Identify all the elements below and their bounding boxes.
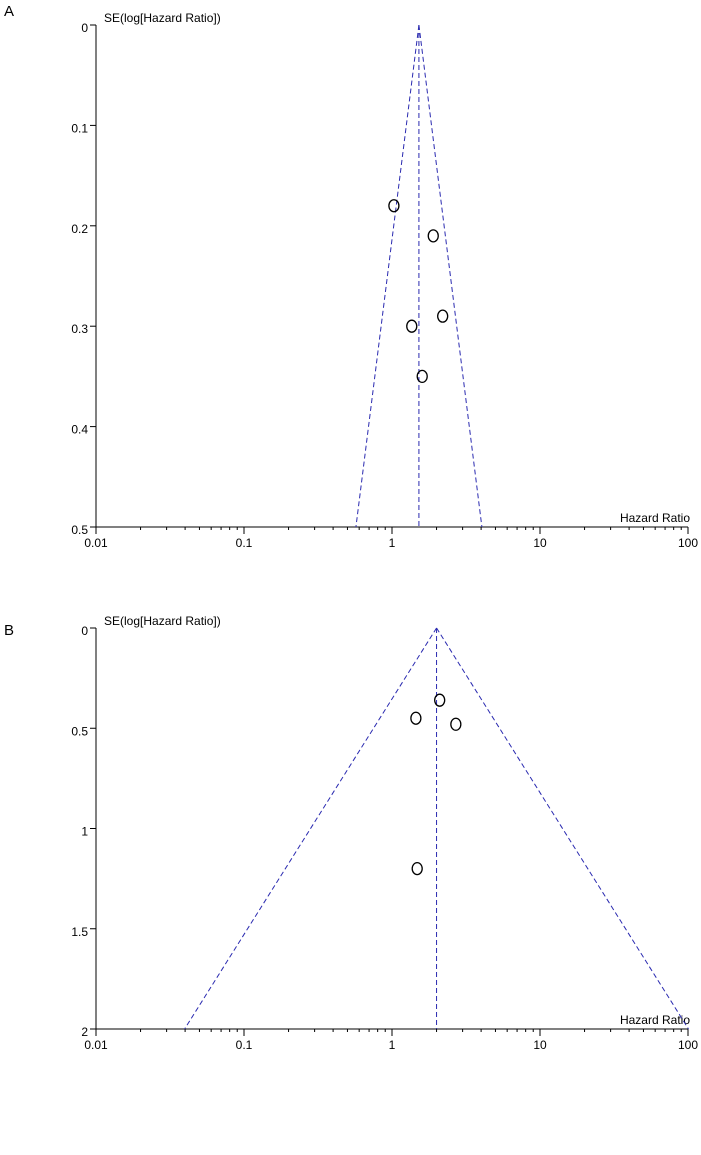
y-tick-label: 2	[81, 1025, 88, 1039]
study-point	[410, 711, 422, 725]
x-tick-label: 100	[678, 536, 698, 550]
study-point	[411, 861, 423, 876]
x-tick-label: 0.1	[236, 536, 253, 550]
y-tick-label: 0.5	[71, 523, 88, 537]
funnel-right-limit-line	[436, 627, 689, 1030]
x-axis-title: Hazard Ratio	[620, 1013, 690, 1027]
study-point	[427, 229, 439, 243]
y-tick-label: 0.5	[71, 724, 88, 738]
y-tick-label: 0.1	[71, 121, 88, 135]
x-tick-label: 10	[533, 1038, 547, 1052]
y-axis-title: SE(log[Hazard Ratio])	[104, 614, 221, 628]
study-point	[437, 309, 449, 323]
x-tick-label: 1	[389, 536, 396, 550]
funnel-plot-panel-a: A SE(log[Hazard Ratio]) Hazard Ratio 0 0.1 0.…	[4, 3, 698, 550]
study-point	[450, 717, 462, 731]
y-tick-label: 0.3	[71, 322, 88, 336]
y-tick-label: 0	[81, 624, 88, 638]
panel-letter: A	[4, 3, 14, 20]
x-tick-label: 1	[389, 1038, 396, 1052]
y-tick-label: 0.2	[71, 222, 88, 236]
funnel-left-limit-line	[184, 627, 437, 1030]
x-tick-label: 0.1	[236, 1038, 253, 1052]
x-axis-title: Hazard Ratio	[620, 511, 690, 525]
y-tick-label: 1.5	[71, 925, 88, 939]
funnel-plot-panel-b: B SE(log[Hazard Ratio]) Hazard Ratio 0 0.5 1 1…	[4, 614, 698, 1052]
y-axis-title: SE(log[Hazard Ratio])	[104, 11, 221, 25]
y-tick-label: 1	[81, 825, 88, 839]
x-tick-label: 0.01	[84, 1038, 108, 1052]
x-tick-label: 10	[533, 536, 547, 550]
y-tick-label: 0.4	[71, 423, 88, 437]
study-point	[388, 199, 400, 213]
study-point	[406, 319, 418, 333]
x-tick-label: 100	[678, 1038, 698, 1052]
x-tick-label: 0.01	[84, 536, 108, 550]
funnel-right-limit-line	[418, 24, 483, 528]
panel-letter: B	[4, 622, 14, 639]
study-point	[434, 693, 446, 707]
y-tick-label: 0	[81, 21, 88, 35]
funnel-left-limit-line	[355, 24, 420, 528]
study-point	[416, 369, 428, 384]
